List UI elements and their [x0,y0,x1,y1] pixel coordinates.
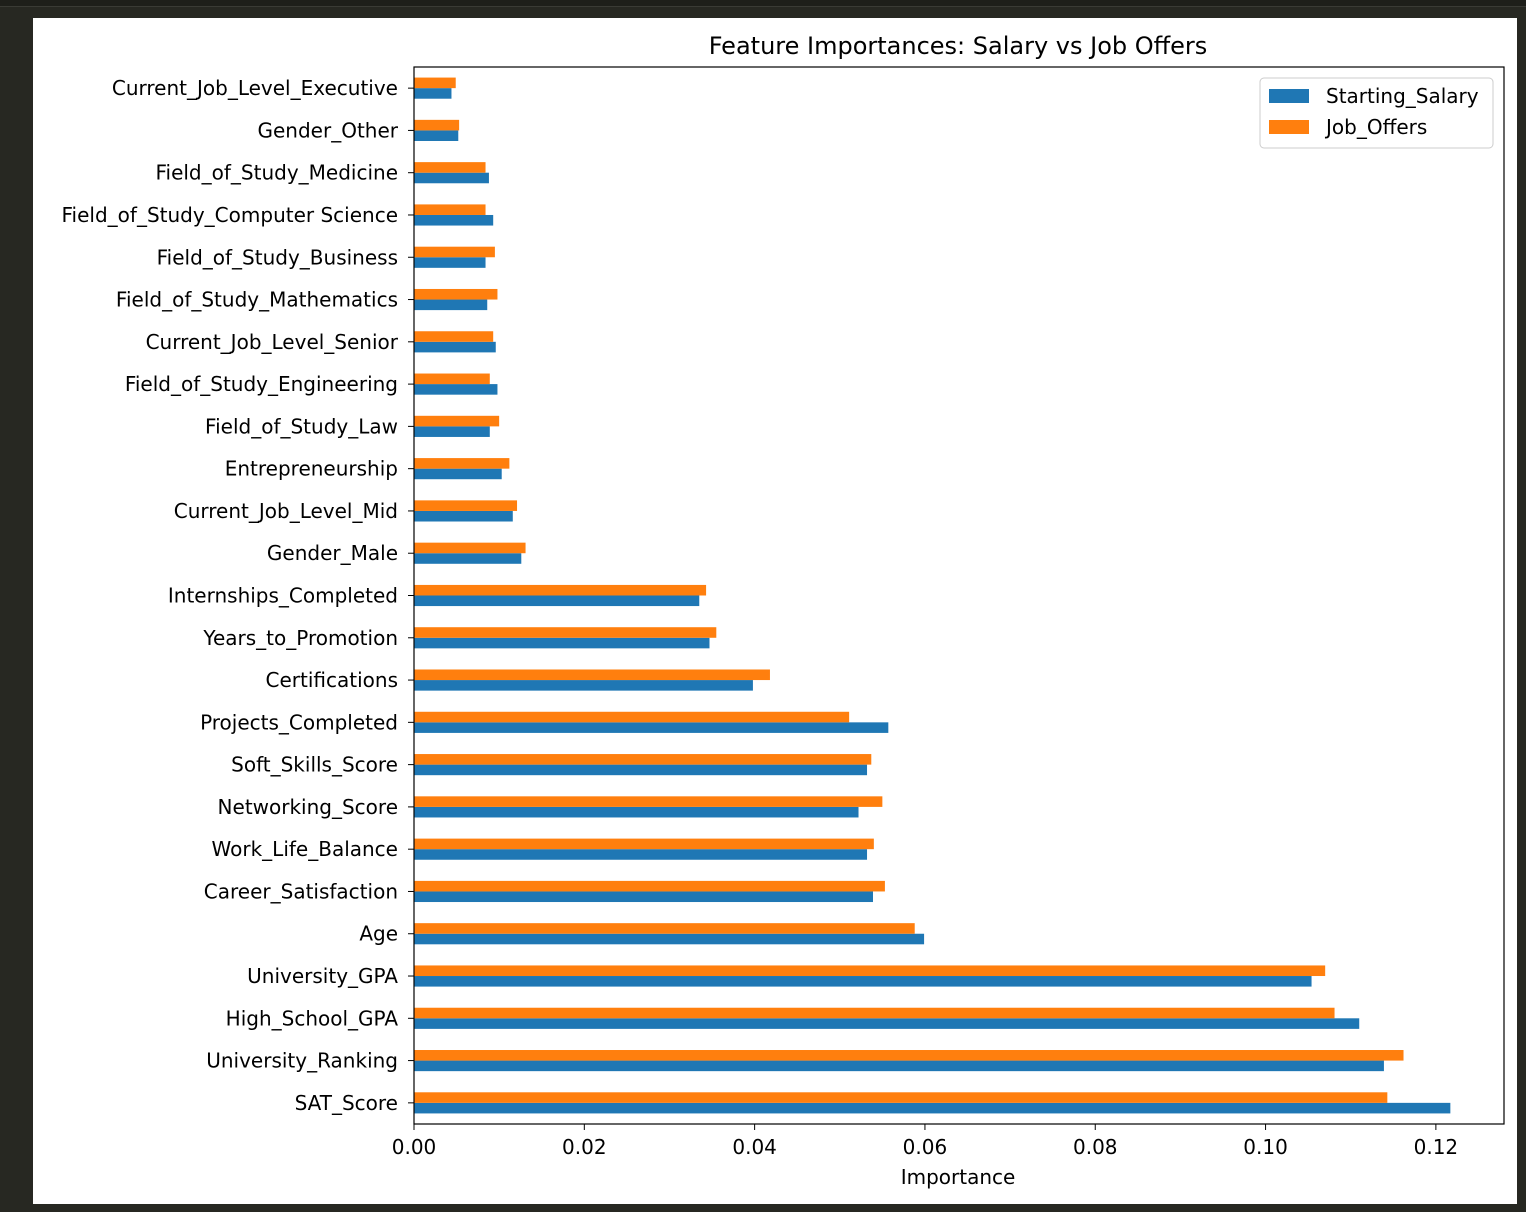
bar-starting-salary-19 [414,299,488,311]
y-tick-label: Field_of_Study_Law [205,414,398,438]
bar-starting-salary-8 [414,764,868,776]
bar-job-offers-1 [414,1050,1404,1061]
bar-starting-salary-0 [414,1102,1451,1114]
y-tick-label: Career_Satisfaction [204,879,398,903]
bar-job-offers-0 [414,1092,1388,1103]
bar-starting-salary-13 [414,553,522,564]
y-tick-label: Gender_Other [258,118,399,142]
bar-job-offers-20 [414,246,495,258]
bar-starting-salary-10 [414,680,753,691]
bar-starting-salary-11 [414,637,710,649]
bar-job-offers-13 [414,542,526,554]
y-tick-label: Networking_Score [218,795,398,819]
legend: Starting_Salary Job_Offers [1259,77,1494,149]
bar-job-offers-19 [414,288,498,300]
bar-job-offers-16 [414,415,500,427]
bar-starting-salary-5 [414,891,873,903]
x-tick-label: 0.00 [392,1135,437,1159]
bar-job-offers-6 [414,838,874,850]
window-top-edge [0,0,1526,7]
y-tick-label: SAT_Score [295,1091,398,1115]
bar-job-offers-5 [414,880,885,892]
bar-job-offers-24 [414,77,456,89]
y-tick-label: Current_Job_Level_Executive [112,76,398,100]
plot-area [414,77,1451,1114]
y-tick-label: Field_of_Study_Computer Science [62,203,399,227]
bar-job-offers-2 [414,1007,1335,1019]
bar-starting-salary-1 [414,1060,1384,1072]
bar-job-offers-3 [414,965,1326,977]
bar-starting-salary-2 [414,1018,1360,1029]
bar-starting-salary-24 [414,88,452,99]
bar-starting-salary-9 [414,722,889,733]
y-axis: SAT_Score University_Ranking High_School_G… [62,76,414,1115]
bar-job-offers-14 [414,500,518,511]
bar-starting-salary-4 [414,933,925,945]
bar-job-offers-4 [414,923,915,934]
bar-starting-salary-20 [414,257,486,268]
x-axis: 0.00 0.02 0.04 0.06 0.08 0.10 0.12 [392,1124,1458,1159]
y-tick-label: Field_of_Study_Engineering [125,372,398,396]
y-tick-label: Age [359,922,398,946]
bar-starting-salary-7 [414,806,859,818]
y-tick-label: Entrepreneurship [225,457,398,481]
x-axis-label: Importance [901,1165,1016,1189]
y-tick-label: High_School_GPA [226,1006,399,1030]
bar-job-offers-7 [414,796,883,807]
y-tick-label: Field_of_Study_Medicine [155,161,398,185]
bar-job-offers-15 [414,458,510,469]
bar-starting-salary-23 [414,130,459,141]
bar-job-offers-8 [414,754,872,765]
bar-job-offers-23 [414,119,460,131]
bar-starting-salary-16 [414,426,490,437]
y-tick-label: Gender_Male [267,541,398,565]
bar-chart: Feature Importances: Salary vs Job Offer… [62,32,1505,1189]
x-tick-label: 0.04 [732,1135,777,1159]
x-tick-label: 0.10 [1243,1135,1288,1159]
bar-job-offers-17 [414,373,490,385]
y-tick-label: University_Ranking [206,1049,398,1073]
bar-job-offers-22 [414,162,486,173]
bar-starting-salary-17 [414,384,498,395]
figure-canvas: Feature Importances: Salary vs Job Offer… [33,18,1517,1204]
y-tick-label: Work_Life_Balance [212,837,398,861]
bar-starting-salary-3 [414,976,1312,987]
y-tick-label: Current_Job_Level_Senior [146,330,399,354]
bar-starting-salary-6 [414,849,868,860]
bar-job-offers-11 [414,627,717,638]
y-tick-label: Field_of_Study_Business [157,245,398,269]
bar-starting-salary-22 [414,172,489,184]
bar-job-offers-9 [414,711,850,723]
legend-swatch-job-offers [1269,120,1309,134]
bar-starting-salary-12 [414,595,700,607]
x-tick-label: 0.12 [1414,1135,1459,1159]
y-tick-label: Certifications [266,668,398,692]
legend-box [1259,77,1494,149]
x-tick-label: 0.06 [903,1135,948,1159]
x-tick-label: 0.02 [562,1135,607,1159]
bar-starting-salary-14 [414,510,513,522]
legend-swatch-starting-salary [1269,89,1309,103]
y-tick-label: University_GPA [247,964,398,988]
legend-label-job-offers: Job_Offers [1324,115,1427,139]
y-tick-label: Projects_Completed [200,710,398,734]
bar-job-offers-18 [414,331,494,342]
bar-starting-salary-18 [414,341,496,353]
y-tick-label: Internships_Completed [168,584,398,608]
y-tick-label: Years_to_Promotion [202,626,398,650]
bar-job-offers-12 [414,584,707,596]
y-tick-label: Field_of_Study_Mathematics [116,288,398,312]
y-tick-label: Soft_Skills_Score [231,753,398,777]
chart-title: Feature Importances: Salary vs Job Offer… [709,32,1208,60]
bar-job-offers-21 [414,204,486,215]
bar-starting-salary-21 [414,214,494,226]
legend-label-starting-salary: Starting_Salary [1326,84,1479,108]
bar-job-offers-10 [414,669,770,681]
bar-starting-salary-15 [414,468,502,480]
y-tick-label: Current_Job_Level_Mid [174,499,398,523]
x-tick-label: 0.08 [1073,1135,1118,1159]
